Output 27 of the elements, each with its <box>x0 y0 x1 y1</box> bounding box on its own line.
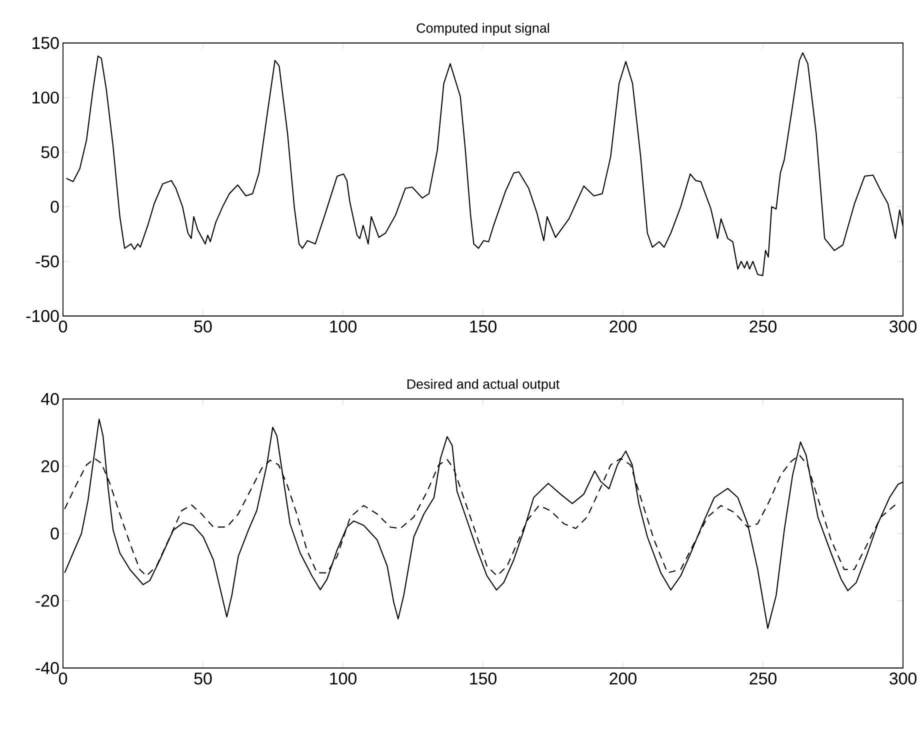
y-tick-label: -40 <box>36 662 59 674</box>
y-tick-label: 0 <box>50 528 59 540</box>
x-tick-label: 0 <box>58 672 68 685</box>
x-tick-label: 50 <box>194 672 212 685</box>
chart-title: Computed input signal <box>416 22 549 36</box>
x-tick-label: 150 <box>470 320 496 333</box>
x-tick-label: 0 <box>58 320 68 333</box>
x-tick-label: 300 <box>890 672 916 685</box>
x-tick-label: 200 <box>610 320 636 333</box>
x-tick-label: 250 <box>750 320 776 333</box>
x-tick-label: 50 <box>194 320 212 333</box>
y-tick-label: 40 <box>41 393 59 405</box>
x-tick-label: 300 <box>890 320 916 333</box>
x-tick-label: 100 <box>330 672 356 685</box>
y-tick-label: -100 <box>26 310 59 322</box>
y-tick-label: 50 <box>41 146 59 158</box>
y-tick-label: -50 <box>36 255 59 268</box>
y-tick-label: 150 <box>32 36 59 49</box>
y-tick-label: 100 <box>32 92 59 104</box>
x-tick-label: 100 <box>330 320 356 333</box>
x-tick-label: 200 <box>610 672 636 685</box>
y-tick-label: 0 <box>50 200 59 213</box>
y-tick-label: -20 <box>36 594 59 607</box>
x-tick-label: 250 <box>750 672 776 685</box>
x-tick-label: 150 <box>470 672 496 685</box>
y-tick-label: 20 <box>42 460 59 472</box>
chart-title: Desired and actual output <box>407 378 560 392</box>
